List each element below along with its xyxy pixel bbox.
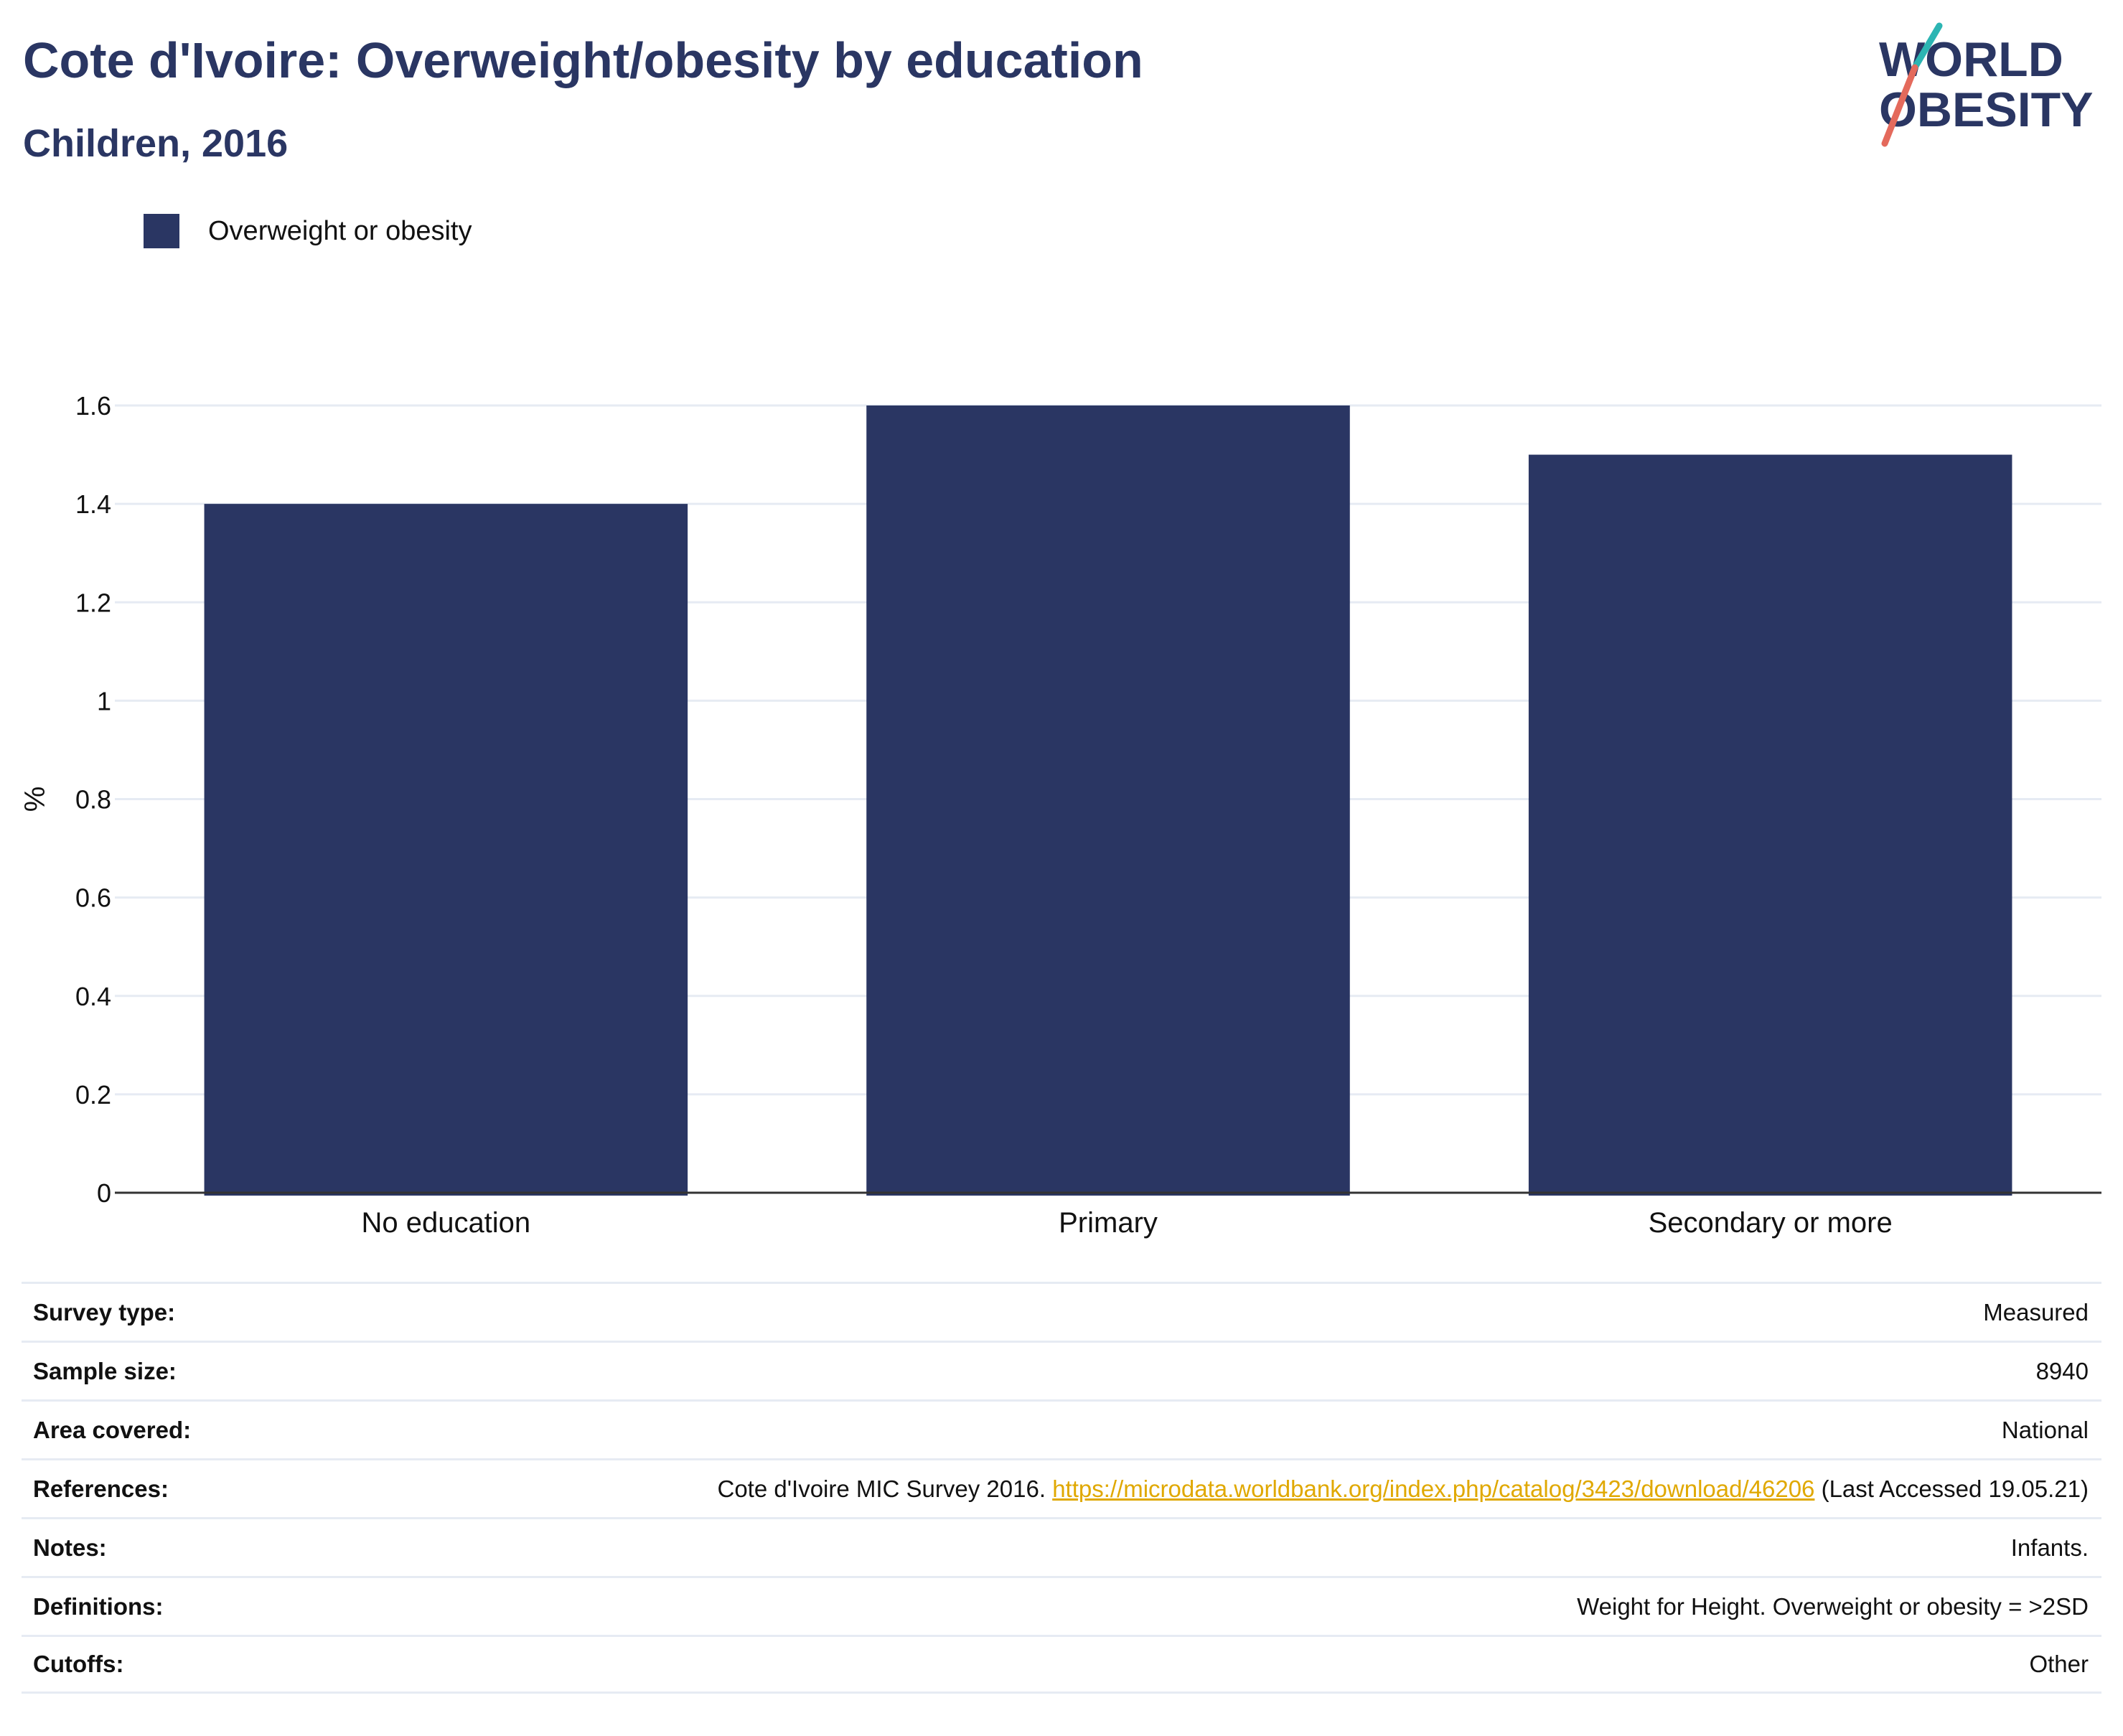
meta-value-definitions: Weight for Height. Overweight or obesity… <box>1577 1592 2089 1620</box>
bar-chart: 0 0.2 0.4 0.6 0.8 1 1.2 1.4 1.6 No education Prima… <box>19 391 2101 1239</box>
bar <box>1528 454 2012 1196</box>
meta-label-area-covered: Area covered: <box>33 1416 192 1443</box>
meta-value-notes: Infants. <box>2010 1534 2089 1561</box>
legend-label: Overweight or obesity <box>208 215 472 246</box>
meta-label-notes: Notes: <box>33 1534 107 1561</box>
reference-accessed: (Last Accessed 19.05.21) <box>1821 1475 2089 1502</box>
meta-row-survey-type: Survey type: Measured <box>22 1282 2101 1341</box>
meta-row-notes: Notes: Infants. <box>22 1517 2101 1576</box>
y-tick-label: 0.4 <box>75 982 111 1011</box>
logo-slash-teal <box>1911 22 1943 71</box>
bar <box>866 405 1350 1196</box>
world-obesity-logo: WORLD OBESITY <box>1879 22 2094 147</box>
meta-label-cutoffs: Cutoffs: <box>33 1651 124 1677</box>
meta-label-sample-size: Sample size: <box>33 1357 177 1384</box>
bar <box>204 504 688 1196</box>
y-tick-label: 1.4 <box>75 489 111 519</box>
y-tick-label: 0.2 <box>75 1080 111 1109</box>
legend-swatch <box>144 214 179 248</box>
x-tick-label: No education <box>361 1207 530 1239</box>
meta-label-survey-type: Survey type: <box>33 1298 176 1326</box>
x-tick-label: Primary <box>1059 1207 1158 1239</box>
meta-row-area-covered: Area covered: National <box>22 1399 2101 1458</box>
y-tick-label: 1 <box>97 686 111 715</box>
y-tick-label: 0.6 <box>75 883 111 913</box>
y-axis-title: % <box>19 787 51 812</box>
meta-label-definitions: Definitions: <box>33 1592 164 1620</box>
meta-value-area-covered: National <box>2001 1416 2089 1443</box>
meta-row-definitions: Definitions: Weight for Height. Overweig… <box>22 1576 2101 1635</box>
y-tick-label: 1.2 <box>75 588 111 617</box>
meta-row-sample-size: Sample size: 8940 <box>22 1341 2101 1399</box>
meta-row-cutoffs: Cutoffs: Other <box>22 1635 2101 1694</box>
y-tick-label: 0 <box>97 1178 111 1208</box>
x-tick-label: Secondary or more <box>1649 1207 1893 1239</box>
meta-row-references: References: Cote d'Ivoire MIC Survey 201… <box>22 1458 2101 1517</box>
chart-title: Cote d'Ivoire: Overweight/obesity by edu… <box>23 32 1143 88</box>
meta-value-survey-type: Measured <box>1983 1298 2089 1326</box>
meta-value-references: Cote d'Ivoire MIC Survey 2016. https://m… <box>718 1475 2089 1503</box>
logo-slash-coral <box>1881 64 1918 147</box>
reference-text: Cote d'Ivoire MIC Survey 2016. <box>717 1475 1046 1502</box>
meta-value-cutoffs: Other <box>2029 1651 2089 1677</box>
reference-link[interactable]: https://microdata.worldbank.org/index.ph… <box>1052 1475 1815 1502</box>
metadata-table: Survey type: Measured Sample size: 8940 … <box>22 1282 2101 1694</box>
legend: Overweight or obesity <box>144 214 472 248</box>
y-tick-label: 1.6 <box>75 391 111 421</box>
meta-label-references: References: <box>33 1475 169 1502</box>
logo-word-obesity: OBESITY <box>1879 83 2094 137</box>
meta-value-sample-size: 8940 <box>2035 1357 2089 1384</box>
chart-subtitle: Children, 2016 <box>23 122 289 165</box>
y-tick-label: 0.8 <box>75 785 111 815</box>
